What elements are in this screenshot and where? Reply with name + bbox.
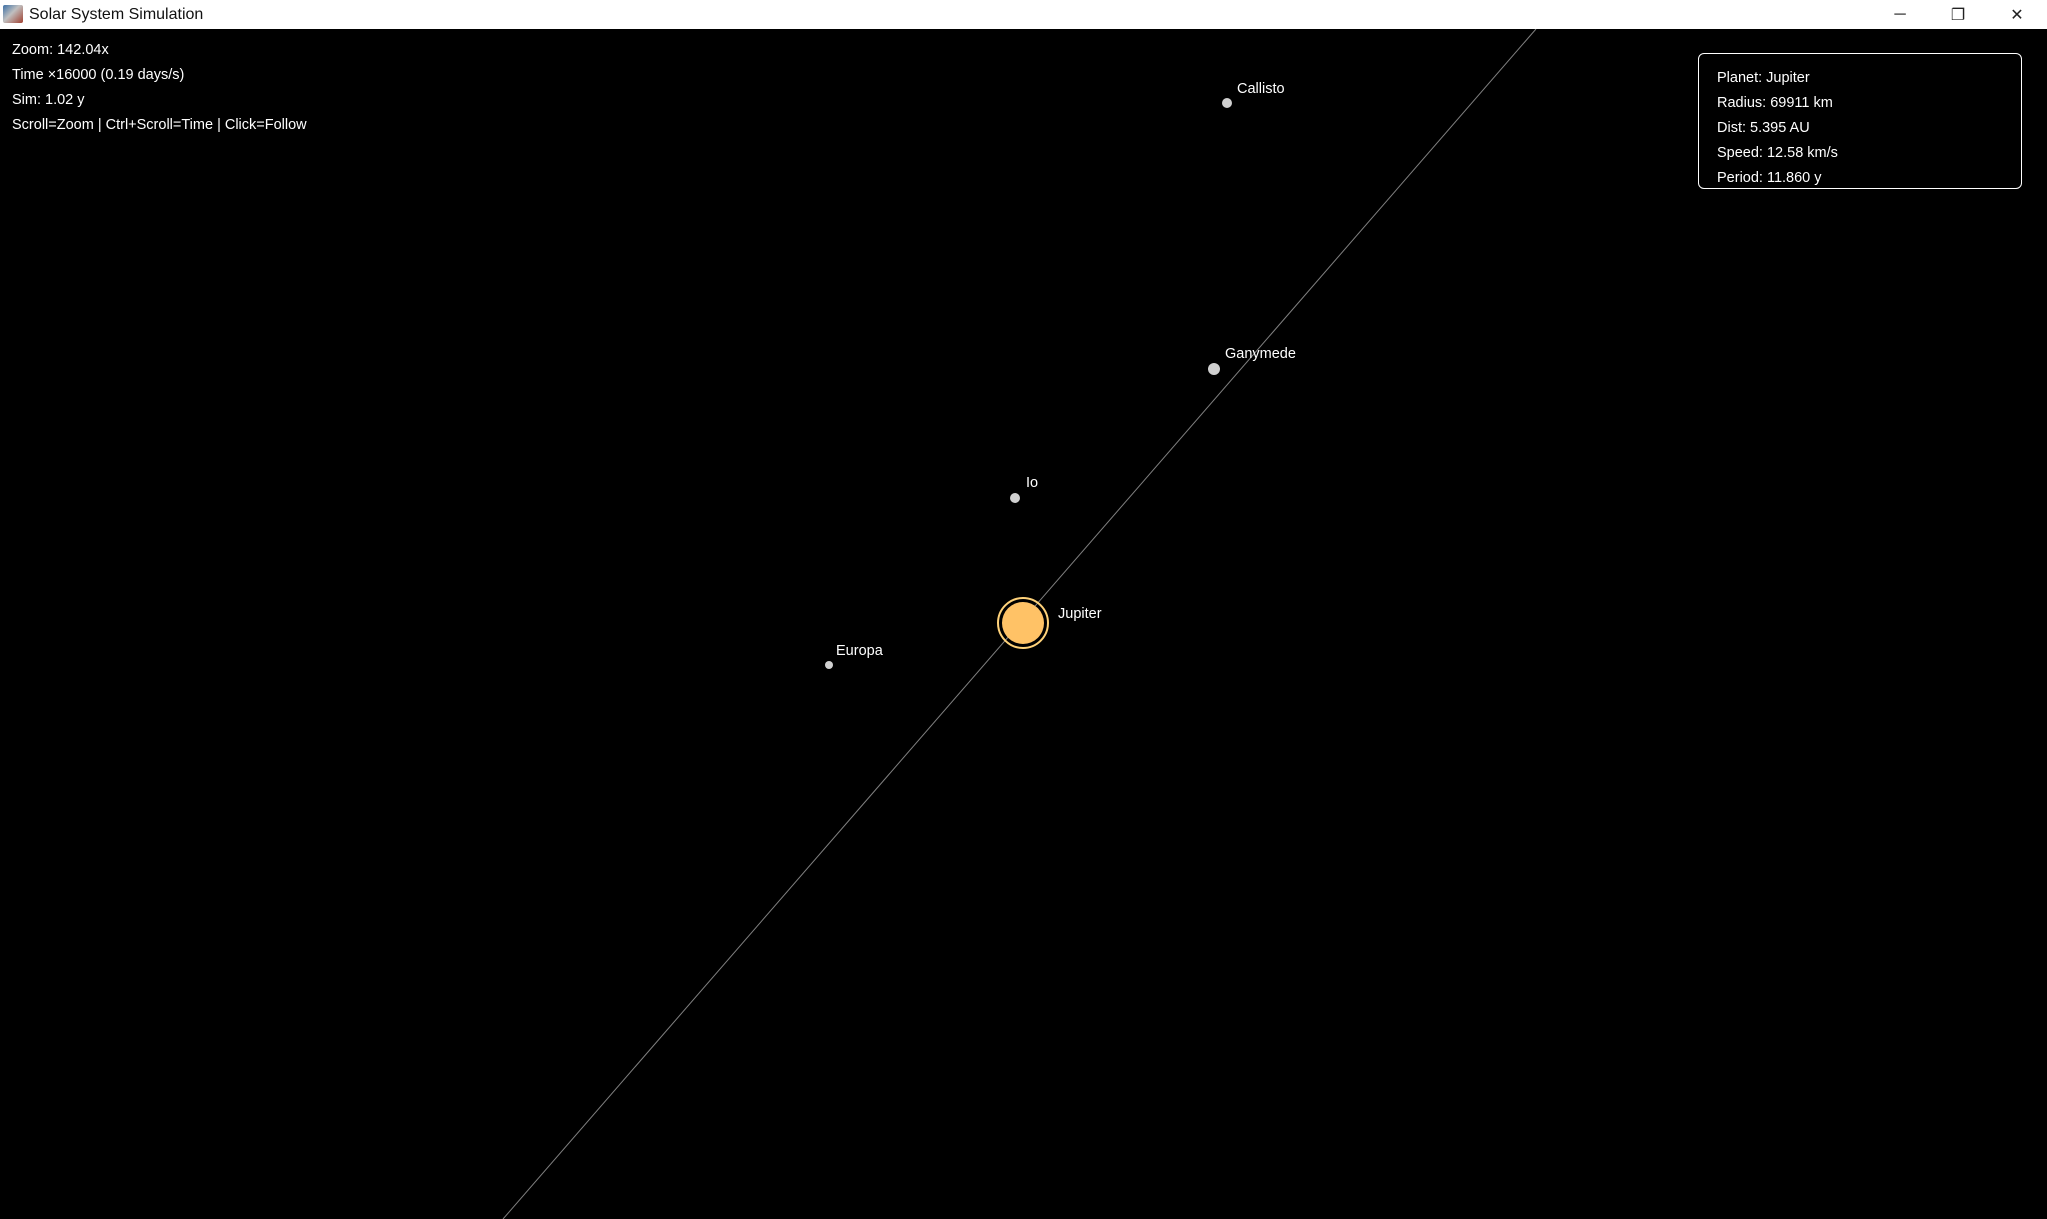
planet-info-panel: Planet: Jupiter Radius: 69911 km Dist: 5… (1698, 53, 2022, 189)
jupiter-label: Jupiter (1058, 606, 1102, 622)
planet-period: Period: 11.860 y (1717, 170, 1822, 186)
io-label: Io (1026, 475, 1039, 491)
europa-marker[interactable] (825, 661, 833, 669)
io-marker[interactable] (1010, 493, 1020, 503)
ganymede-label: Ganymede (1225, 346, 1296, 362)
window-title: Solar System Simulation (29, 6, 204, 23)
callisto-marker[interactable] (1222, 98, 1232, 108)
minimize-icon: ─ (1894, 5, 1906, 23)
planet-name: Planet: Jupiter (1717, 70, 1810, 86)
planet-radius: Radius: 69911 km (1717, 95, 1833, 111)
ganymede-marker[interactable] (1208, 363, 1220, 375)
europa-label: Europa (836, 643, 883, 659)
planet-distance: Dist: 5.395 AU (1717, 120, 1810, 136)
space-view[interactable] (0, 29, 2047, 1219)
controls-help: Scroll=Zoom | Ctrl+Scroll=Time | Click=F… (12, 117, 307, 133)
restore-icon: ❐ (1950, 6, 1966, 24)
jupiter-marker[interactable] (1002, 602, 1044, 644)
callisto-label: Callisto (1237, 81, 1285, 97)
title-bar: Solar System Simulation ─ ❐ ✕ (0, 0, 2047, 29)
minimize-button[interactable]: ─ (1871, 0, 1929, 29)
time-readout: Time ×16000 (0.19 days/s) (12, 67, 185, 83)
simulation-canvas[interactable]: Callisto Ganymede Io Jupiter Europa (0, 29, 2047, 1219)
planet-speed: Speed: 12.58 km/s (1717, 145, 1838, 161)
maximize-button[interactable]: ❐ (1929, 0, 1987, 29)
app-icon (3, 5, 23, 23)
zoom-readout: Zoom: 142.04x (12, 42, 109, 58)
jupiter-selection-ring (997, 597, 1049, 649)
hud-overlay: Zoom: 142.04x Time ×16000 (0.19 days/s) … (12, 38, 307, 138)
close-icon: ✕ (2010, 6, 2024, 24)
close-button[interactable]: ✕ (1987, 0, 2047, 29)
sim-time-readout: Sim: 1.02 y (12, 92, 85, 108)
